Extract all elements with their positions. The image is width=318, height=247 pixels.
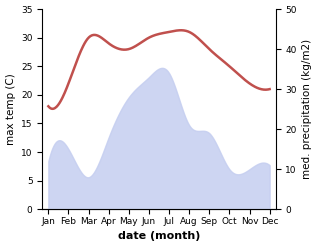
Y-axis label: med. precipitation (kg/m2): med. precipitation (kg/m2) [302, 39, 313, 179]
Y-axis label: max temp (C): max temp (C) [5, 73, 16, 145]
X-axis label: date (month): date (month) [118, 231, 200, 242]
